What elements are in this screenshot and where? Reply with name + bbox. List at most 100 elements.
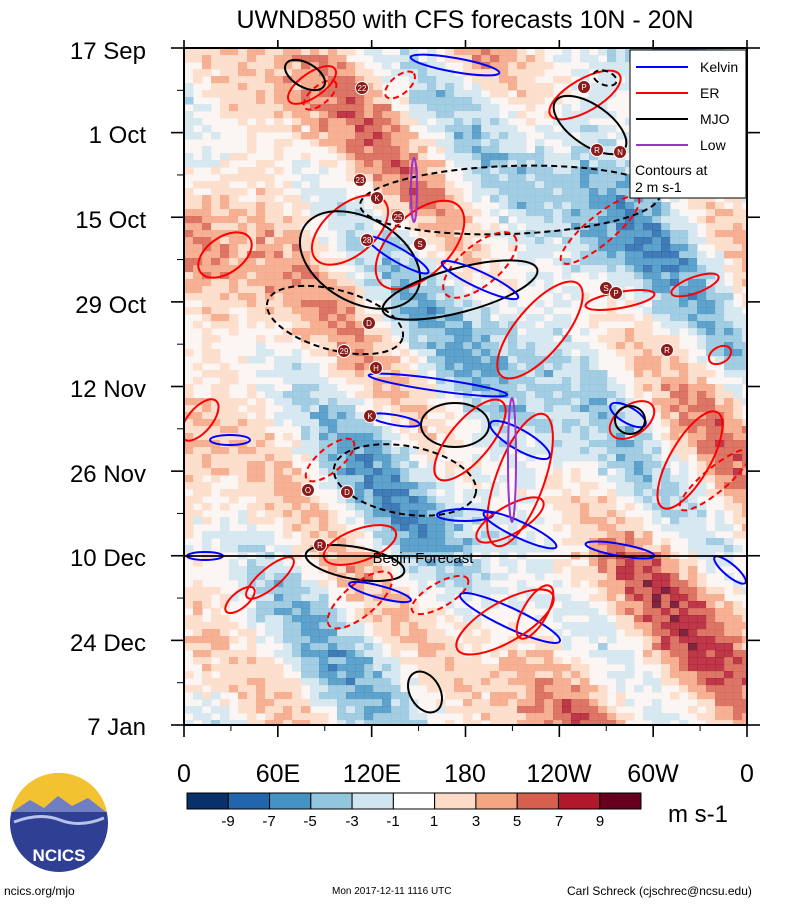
field-cell xyxy=(481,713,491,721)
field-cell xyxy=(571,181,581,189)
field-cell xyxy=(679,272,689,280)
field-cell xyxy=(724,538,734,546)
field-cell xyxy=(607,412,617,420)
field-cell xyxy=(589,405,599,413)
field-cell xyxy=(661,363,671,371)
field-cell xyxy=(373,643,383,651)
field-cell xyxy=(517,636,527,644)
field-cell xyxy=(742,335,747,343)
field-cell xyxy=(670,300,680,308)
field-cell xyxy=(544,237,554,245)
field-cell xyxy=(625,342,635,350)
field-cell xyxy=(499,48,509,56)
field-cell xyxy=(634,391,644,399)
field-cell xyxy=(580,398,590,406)
field-cell xyxy=(553,720,563,725)
field-cell xyxy=(292,510,302,518)
field-cell xyxy=(463,216,473,224)
field-cell xyxy=(571,391,581,399)
field-cell xyxy=(445,671,455,679)
field-cell xyxy=(589,216,599,224)
field-cell xyxy=(364,118,374,126)
field-cell xyxy=(481,48,491,56)
field-cell xyxy=(211,405,221,413)
field-cell xyxy=(688,587,698,595)
field-cell xyxy=(400,167,410,175)
field-cell xyxy=(535,685,545,693)
field-cell xyxy=(229,440,239,448)
field-cell xyxy=(292,419,302,427)
field-cell xyxy=(508,370,518,378)
field-cell xyxy=(319,405,329,413)
field-cell xyxy=(373,244,383,252)
field-cell xyxy=(589,454,599,462)
field-cell xyxy=(697,335,707,343)
field-cell xyxy=(256,83,266,91)
field-cell xyxy=(238,209,248,217)
field-cell xyxy=(679,300,689,308)
field-cell xyxy=(679,426,689,434)
field-cell xyxy=(382,608,392,616)
field-cell xyxy=(643,279,653,287)
colorbar-box xyxy=(269,792,312,810)
field-cell xyxy=(382,482,392,490)
field-cell xyxy=(265,629,275,637)
field-cell xyxy=(670,272,680,280)
field-cell xyxy=(715,419,725,427)
field-cell xyxy=(544,321,554,329)
field-cell xyxy=(193,657,203,665)
field-cell xyxy=(598,104,608,112)
field-cell xyxy=(364,433,374,441)
field-cell xyxy=(301,104,311,112)
field-cell xyxy=(679,258,689,266)
field-cell xyxy=(697,342,707,350)
field-cell xyxy=(580,265,590,273)
field-cell xyxy=(346,440,356,448)
field-cell xyxy=(580,160,590,168)
field-cell xyxy=(652,363,662,371)
field-cell xyxy=(301,244,311,252)
field-cell xyxy=(733,489,743,497)
field-cell xyxy=(319,321,329,329)
field-cell xyxy=(724,482,734,490)
field-cell xyxy=(319,440,329,448)
field-cell xyxy=(220,209,230,217)
field-cell xyxy=(382,230,392,238)
field-cell xyxy=(562,104,572,112)
field-cell xyxy=(688,566,698,574)
field-cell xyxy=(265,447,275,455)
field-cell xyxy=(427,328,437,336)
field-cell xyxy=(427,671,437,679)
field-cell xyxy=(508,342,518,350)
field-cell xyxy=(481,706,491,714)
field-cell xyxy=(607,146,617,154)
field-cell xyxy=(301,118,311,126)
field-cell xyxy=(310,720,320,725)
field-cell xyxy=(544,685,554,693)
field-cell xyxy=(463,104,473,112)
field-cell xyxy=(400,517,410,525)
field-cell xyxy=(535,447,545,455)
field-cell xyxy=(328,286,338,294)
field-cell xyxy=(229,111,239,119)
field-cell xyxy=(562,489,572,497)
field-cell xyxy=(499,363,509,371)
field-cell xyxy=(418,370,428,378)
field-cell xyxy=(607,461,617,469)
field-cell xyxy=(409,482,419,490)
field-cell xyxy=(661,524,671,532)
field-cell xyxy=(256,384,266,392)
field-cell xyxy=(499,216,509,224)
field-cell xyxy=(553,580,563,588)
contour-ellipse xyxy=(614,405,646,435)
field-cell xyxy=(193,216,203,224)
field-cell xyxy=(391,433,401,441)
field-cell xyxy=(337,475,347,483)
field-cell xyxy=(193,69,203,77)
field-cell xyxy=(436,503,446,511)
colorbar-tick-label: -7 xyxy=(262,813,275,830)
field-cell xyxy=(337,97,347,105)
field-cell xyxy=(337,699,347,707)
field-cell xyxy=(724,447,734,455)
field-cell xyxy=(337,195,347,203)
